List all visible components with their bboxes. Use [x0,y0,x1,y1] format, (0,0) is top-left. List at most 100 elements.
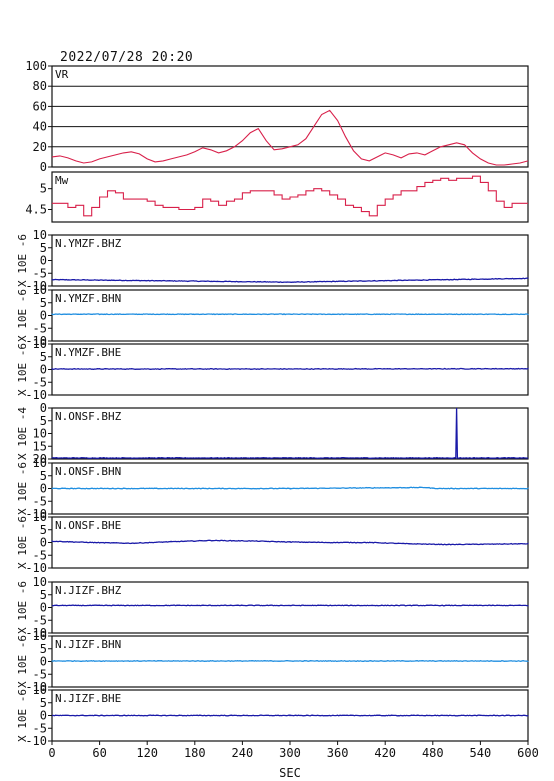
panel-n-onsf-bhe-ytick-label: 0 [40,536,47,550]
panel-n-onsf-bhe-trace [51,539,529,546]
panel-n-ymzf-bhn-ytick-label: -5 [33,321,47,335]
panel-n-jizf-bhe-ytick-label: 10 [33,683,47,697]
panel-n-jizf-bhe-trace [51,714,529,717]
panel-n-onsf-bhn-ytick-label: 10 [33,456,47,470]
panel-n-jizf-bhe-ytick-label: -5 [33,721,47,735]
panel-n-ymzf-bhe-ytick-label: 5 [40,350,47,364]
panel-n-ymzf-bhz-unit: X 10E -6 [16,234,29,287]
panel-n-onsf-bhn-ytick-label: -5 [33,494,47,508]
x-tick-label: 240 [232,746,254,760]
panel-n-onsf-bhn-label: N.ONSF.BHN [55,465,121,478]
x-tick-label: 600 [517,746,539,760]
panel-n-jizf-bhz-ytick-label: -5 [33,613,47,627]
panel-n-onsf-bhz-unit: X 10E -4 [16,407,29,460]
x-tick-label: 60 [92,746,106,760]
panel-n-ymzf-bhz-ytick-label: -10 [25,279,47,293]
panel-n-jizf-bhz-ytick-label: 10 [33,575,47,589]
panel-n-onsf-bhe-unit: X 10E -6 [16,516,29,569]
x-tick-label: 480 [422,746,444,760]
panel-n-ymzf-bhe-trace [51,367,529,370]
panel-n-jizf-bhn-ytick-label: -10 [25,680,47,694]
panel-n-ymzf-bhn-ytick-label: 10 [33,283,47,297]
x-tick-label: 180 [184,746,206,760]
panel-n-ymzf-bhz-ytick-label: 10 [33,228,47,242]
panel-n-ymzf-bhz-trace [51,277,529,284]
panel-n-onsf-bhz-label: N.ONSF.BHZ [55,410,122,423]
panel-n-onsf-bhz-ytick-label: 5 [40,414,47,428]
panel-n-jizf-bhe-ytick-label: -10 [25,734,47,748]
panel-vr-ytick-label: 100 [25,59,47,73]
panel-n-jizf-bhz-ytick-label: 0 [40,601,47,615]
panel-n-onsf-bhe-ytick-label: -10 [25,561,47,575]
panel-n-ymzf-bhn-trace [51,313,529,316]
panel-n-ymzf-bhz-frame [51,234,529,287]
panel-n-ymzf-bhe-label: N.YMZF.BHE [55,346,121,359]
panel-n-onsf-bhe-ytick-label: -5 [33,548,47,562]
panel-n-ymzf-bhe-ytick-label: 0 [40,363,47,377]
panel-n-jizf-bhn-ytick-label: 5 [40,642,47,656]
panel-mw-ytick-label: 5 [40,182,47,196]
panel-n-ymzf-bhz-ytick-label: 0 [40,254,47,268]
panel-n-onsf-bhe-ytick-label: 5 [40,523,47,537]
panel-mw-label: Mw [55,174,69,187]
panel-n-ymzf-bhz-label: N.YMZF.BHZ [55,237,122,250]
x-axis-label: SEC [279,766,301,780]
panel-vr-ytick-label: 80 [33,79,47,93]
panel-n-jizf-bhz-trace [51,604,529,607]
panel-n-ymzf-bhn-ytick-label: 0 [40,309,47,323]
panel-n-ymzf-bhe-ytick-label: -10 [25,388,47,402]
panel-n-jizf-bhz-ytick-label: -10 [25,626,47,640]
panel-vr-ytick-label: 0 [40,160,47,174]
x-tick-label: 420 [374,746,396,760]
panel-n-jizf-bhn-ytick-label: 10 [33,629,47,643]
panel-n-jizf-bhe-ytick-label: 5 [40,696,47,710]
panel-n-onsf-bhe-label: N.ONSF.BHE [55,519,121,532]
panel-n-onsf-bhz-ytick-label: 15 [33,439,47,453]
panel-n-onsf-bhz-trace [51,407,529,460]
panel-n-onsf-bhn-ytick-label: 0 [40,482,47,496]
panel-n-onsf-bhe-ytick-label: 10 [33,510,47,524]
panel-n-jizf-bhn-label: N.JIZF.BHN [55,638,121,651]
panel-vr-ytick-label: 60 [33,99,47,113]
x-tick-label: 300 [279,746,301,760]
timestamp: 2022/07/28 20:20 [60,50,194,65]
panel-n-onsf-bhz-ytick-label: 10 [33,427,47,441]
x-tick-label: 0 [48,746,55,760]
panel-n-ymzf-bhn-ytick-label: 5 [40,296,47,310]
panel-n-jizf-bhe-label: N.JIZF.BHE [55,692,121,705]
panel-n-jizf-bhe-unit: X 10E -6 [16,689,29,742]
panel-n-jizf-bhn-ytick-label: 0 [40,655,47,669]
x-tick-label: 360 [327,746,349,760]
panel-n-jizf-bhz-frame [51,581,529,634]
x-tick-label: 120 [136,746,158,760]
panel-n-onsf-bhz-ytick-label: 0 [40,401,47,415]
panel-n-jizf-bhz-label: N.JIZF.BHZ [55,584,122,597]
panel-vr-label: VR [55,68,69,81]
panel-n-ymzf-bhe-unit: X 10E -6 [16,343,29,396]
panel-vr-trace [51,109,529,166]
panel-n-ymzf-bhn-ytick-label: -10 [25,334,47,348]
panel-n-ymzf-bhe-ytick-label: 10 [33,337,47,351]
panel-n-jizf-bhn-ytick-label: -5 [33,667,47,681]
panel-n-jizf-bhz-unit: X 10E -6 [16,581,29,634]
panel-n-jizf-bhz-ytick-label: 5 [40,588,47,602]
panel-n-ymzf-bhz-ytick-label: -5 [33,266,47,280]
panel-n-ymzf-bhz-ytick-label: 5 [40,241,47,255]
panel-mw-ytick-label: 4.5 [25,203,47,217]
panel-n-onsf-bhz-ytick-label: 20 [33,452,47,466]
panel-n-jizf-bhn-trace [51,659,529,663]
panel-n-onsf-bhn-trace [51,486,529,490]
panel-n-onsf-bhn-ytick-label: 5 [40,469,47,483]
panel-vr-ytick-label: 40 [33,120,47,134]
panel-n-ymzf-bhe-ytick-label: -5 [33,375,47,389]
panel-n-ymzf-bhn-unit: X 10E -6 [16,289,29,342]
panel-n-jizf-bhn-unit: X 10E -6 [16,635,29,688]
panel-n-onsf-bhn-ytick-label: -10 [25,507,47,521]
panel-vr-frame [51,65,529,168]
panel-mw-trace [52,175,528,217]
panel-mw-frame [51,171,529,223]
panel-n-ymzf-bhn-frame [51,289,529,342]
panel-vr-ytick-label: 20 [33,140,47,154]
panel-n-onsf-bhn-unit: X 10E -6 [16,462,29,515]
